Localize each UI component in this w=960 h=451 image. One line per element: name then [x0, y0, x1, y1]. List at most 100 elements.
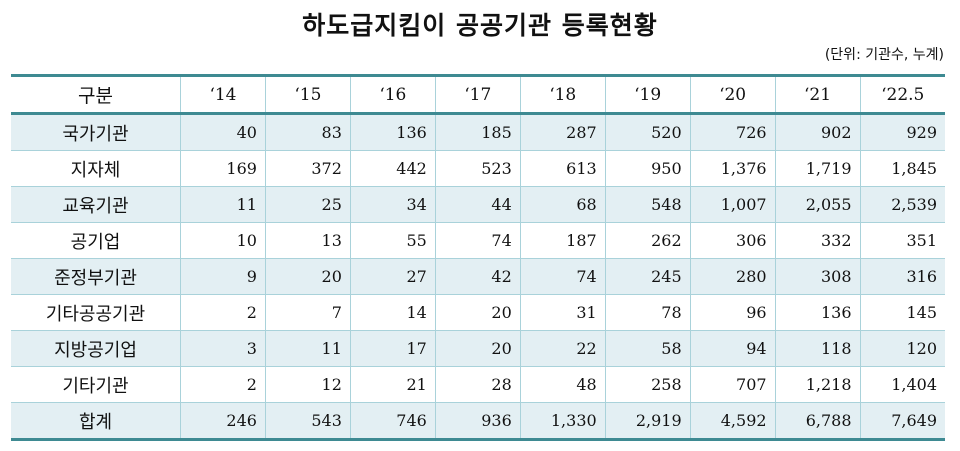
- table-cell: 746: [349, 402, 436, 441]
- unit-note: (단위: 기관수, 누계): [824, 47, 944, 63]
- table-cell: 245: [604, 258, 691, 295]
- row-label: 국가기관: [11, 113, 181, 151]
- table-cell: 187: [519, 222, 606, 259]
- table-cell: 40: [180, 113, 266, 151]
- table-cell: 20: [434, 294, 521, 331]
- table-row: 지자체 169 372 442 523 613 950 1,376 1,719 1,845: [11, 150, 945, 187]
- table-cell: 613: [519, 150, 606, 187]
- table-row: 국가기관 40 83 136 185 287 520 726 902 929: [11, 113, 945, 151]
- table-cell: 10: [180, 222, 266, 259]
- table-row: 기타기관 2 12 21 28 48 258 707 1,218 1,404: [11, 366, 945, 403]
- table-cell: 6,788: [774, 402, 861, 441]
- table-cell: 94: [689, 330, 776, 367]
- table-row: 지방공기업 3 11 17 20 22 58 94 118 120: [11, 330, 945, 367]
- table-cell: 1,330: [519, 402, 606, 441]
- column-header: ‘17: [434, 75, 521, 115]
- table-cell: 316: [859, 258, 945, 295]
- table-cell: 145: [859, 294, 945, 331]
- table-cell: 17: [349, 330, 436, 367]
- table-cell: 726: [689, 113, 776, 151]
- table-cell: 2,919: [604, 402, 691, 441]
- table-cell: 31: [519, 294, 606, 331]
- table-cell: 185: [434, 113, 521, 151]
- table-cell: 929: [859, 113, 945, 151]
- table-row: 기타공공기관 2 7 14 20 31 78 96 136 145: [11, 294, 945, 331]
- table-cell: 83: [264, 113, 351, 151]
- table-cell: 936: [434, 402, 521, 441]
- table-cell: 20: [264, 258, 351, 295]
- table-cell: 1,218: [774, 366, 861, 403]
- table-cell: 48: [519, 366, 606, 403]
- table-cell: 287: [519, 113, 606, 151]
- column-header: ‘14: [180, 75, 266, 115]
- table-cell: 548: [604, 186, 691, 223]
- table-cell: 78: [604, 294, 691, 331]
- table-cell: 169: [180, 150, 266, 187]
- table-cell: 136: [349, 113, 436, 151]
- column-header: ‘16: [349, 75, 436, 115]
- table-row: 공기업 10 13 55 74 187 262 306 332 351: [11, 222, 945, 259]
- table-cell: 74: [434, 222, 521, 259]
- table-cell: 950: [604, 150, 691, 187]
- table-cell: 351: [859, 222, 945, 259]
- table-cell: 34: [349, 186, 436, 223]
- table-cell: 4,592: [689, 402, 776, 441]
- table-cell: 7: [264, 294, 351, 331]
- table-cell: 11: [264, 330, 351, 367]
- table-cell: 372: [264, 150, 351, 187]
- table-cell: 20: [434, 330, 521, 367]
- table-cell: 120: [859, 330, 945, 367]
- row-label: 합계: [11, 402, 181, 441]
- table-cell: 2,055: [774, 186, 861, 223]
- table-cell: 2: [180, 366, 266, 403]
- table-cell: 9: [180, 258, 266, 295]
- table-cell: 13: [264, 222, 351, 259]
- row-label: 공기업: [11, 222, 181, 259]
- column-header: 구분: [11, 75, 181, 115]
- table-cell: 96: [689, 294, 776, 331]
- table-cell: 42: [434, 258, 521, 295]
- table-cell: 262: [604, 222, 691, 259]
- table-cell: 11: [180, 186, 266, 223]
- row-label: 기타공공기관: [11, 294, 181, 331]
- table-cell: 520: [604, 113, 691, 151]
- column-header: ‘19: [604, 75, 691, 115]
- table-row: 교육기관 11 25 34 44 68 548 1,007 2,055 2,539: [11, 186, 945, 223]
- table-cell: 280: [689, 258, 776, 295]
- table-row: 준정부기관 9 20 27 42 74 245 280 308 316: [11, 258, 945, 295]
- column-header: ‘21: [774, 75, 861, 115]
- table-cell: 2,539: [859, 186, 945, 223]
- table-cell: 306: [689, 222, 776, 259]
- table-cell: 12: [264, 366, 351, 403]
- table-cell: 136: [774, 294, 861, 331]
- column-header: ‘15: [264, 75, 351, 115]
- table-cell: 442: [349, 150, 436, 187]
- table-cell: 74: [519, 258, 606, 295]
- table-cell: 7,649: [859, 402, 945, 441]
- table-cell: 308: [774, 258, 861, 295]
- table-cell: 21: [349, 366, 436, 403]
- table-row: 합계 246 543 746 936 1,330 2,919 4,592 6,788 7,649: [11, 402, 945, 441]
- table-cell: 14: [349, 294, 436, 331]
- row-label: 지자체: [11, 150, 181, 187]
- table-cell: 25: [264, 186, 351, 223]
- table-cell: 3: [180, 330, 266, 367]
- table-cell: 1,376: [689, 150, 776, 187]
- column-header: ‘18: [519, 75, 606, 115]
- table-cell: 902: [774, 113, 861, 151]
- column-header: ‘22.5: [859, 75, 945, 115]
- table-cell: 332: [774, 222, 861, 259]
- table-cell: 707: [689, 366, 776, 403]
- table-cell: 258: [604, 366, 691, 403]
- table-cell: 1,719: [774, 150, 861, 187]
- table-cell: 1,007: [689, 186, 776, 223]
- table-cell: 44: [434, 186, 521, 223]
- header-row: 구분 ‘14 ‘15 ‘16 ‘17 ‘18 ‘19 ‘20 ‘21 ‘22.5: [11, 75, 945, 115]
- registration-table: 구분 ‘14 ‘15 ‘16 ‘17 ‘18 ‘19 ‘20 ‘21 ‘22.5 국가기관 40 83…: [11, 74, 945, 441]
- table-cell: 523: [434, 150, 521, 187]
- table-cell: 58: [604, 330, 691, 367]
- table-cell: 1,845: [859, 150, 945, 187]
- page-title: 하도급지킴이 공공기관 등록현황: [302, 11, 658, 40]
- table-cell: 27: [349, 258, 436, 295]
- row-label: 기타기관: [11, 366, 181, 403]
